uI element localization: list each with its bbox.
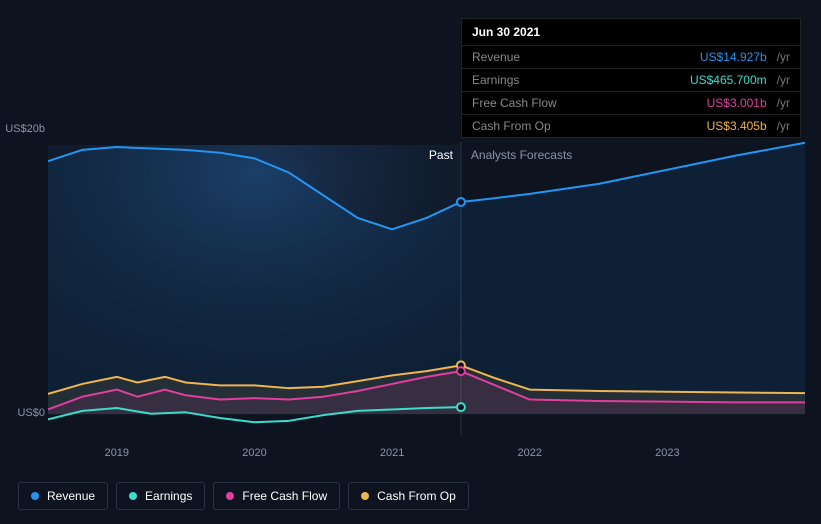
- legend-dot-icon: [31, 492, 39, 500]
- legend-dot-icon: [129, 492, 137, 500]
- tooltip-metric-unit: /yr: [777, 96, 790, 110]
- y-tick-label: US$20b: [0, 123, 45, 135]
- tooltip-rows: Revenue US$14.927b/yr Earnings US$465.700m /…: [462, 45, 800, 137]
- chart-legend: Revenue Earnings Free Cash Flow Cash From O…: [18, 482, 469, 510]
- financials-chart: Jun 30 2021 RevenueUS$14.927b/yrEarnings…: [0, 0, 821, 524]
- legend-dot-icon: [226, 492, 234, 500]
- tooltip-row: Earnings US$465.700m/yr: [462, 68, 800, 91]
- tooltip-metric-unit: /yr: [777, 50, 790, 64]
- x-tick-label: 2021: [380, 447, 404, 459]
- tooltip-metric-label: Cash From Op: [472, 119, 699, 133]
- x-tick-label: 2022: [517, 447, 541, 459]
- tooltip-metric-unit: /yr: [777, 119, 790, 133]
- legend-dot-icon: [361, 492, 369, 500]
- legend-item-earnings[interactable]: Earnings: [116, 482, 205, 510]
- past-zone-label: Past: [429, 148, 453, 162]
- legend-item-revenue[interactable]: Revenue: [18, 482, 108, 510]
- legend-item-label: Earnings: [145, 489, 192, 503]
- x-tick-label: 2023: [655, 447, 679, 459]
- legend-item-cash-from-op[interactable]: Cash From Op: [348, 482, 469, 510]
- chart-tooltip: Jun 30 2021 RevenueUS$14.927b/yrEarnings…: [461, 18, 801, 138]
- forecast-zone-label: Analysts Forecasts: [471, 148, 572, 162]
- tooltip-row: Revenue US$14.927b/yr: [462, 45, 800, 68]
- legend-item-free-cash-flow[interactable]: Free Cash Flow: [213, 482, 340, 510]
- tooltip-metric-label: Free Cash Flow: [472, 96, 699, 110]
- tooltip-metric-value: US$3.405b: [707, 119, 767, 133]
- tooltip-metric-value: US$3.001b: [707, 96, 767, 110]
- tooltip-metric-value: US$465.700m: [690, 73, 767, 87]
- y-tick-label: US$0: [0, 407, 45, 419]
- x-tick-label: 2019: [105, 447, 129, 459]
- tooltip-metric-label: Revenue: [472, 50, 692, 64]
- x-tick-label: 2020: [242, 447, 266, 459]
- tooltip-metric-unit: /yr: [777, 73, 790, 87]
- tooltip-metric-value: US$14.927b: [700, 50, 767, 64]
- legend-item-label: Free Cash Flow: [242, 489, 327, 503]
- tooltip-date: Jun 30 2021: [462, 19, 800, 45]
- legend-item-label: Revenue: [47, 489, 95, 503]
- tooltip-row: Cash From Op US$3.405b/yr: [462, 114, 800, 137]
- tooltip-metric-label: Earnings: [472, 73, 682, 87]
- legend-item-label: Cash From Op: [377, 489, 456, 503]
- tooltip-row: Free Cash Flow US$3.001b/yr: [462, 91, 800, 114]
